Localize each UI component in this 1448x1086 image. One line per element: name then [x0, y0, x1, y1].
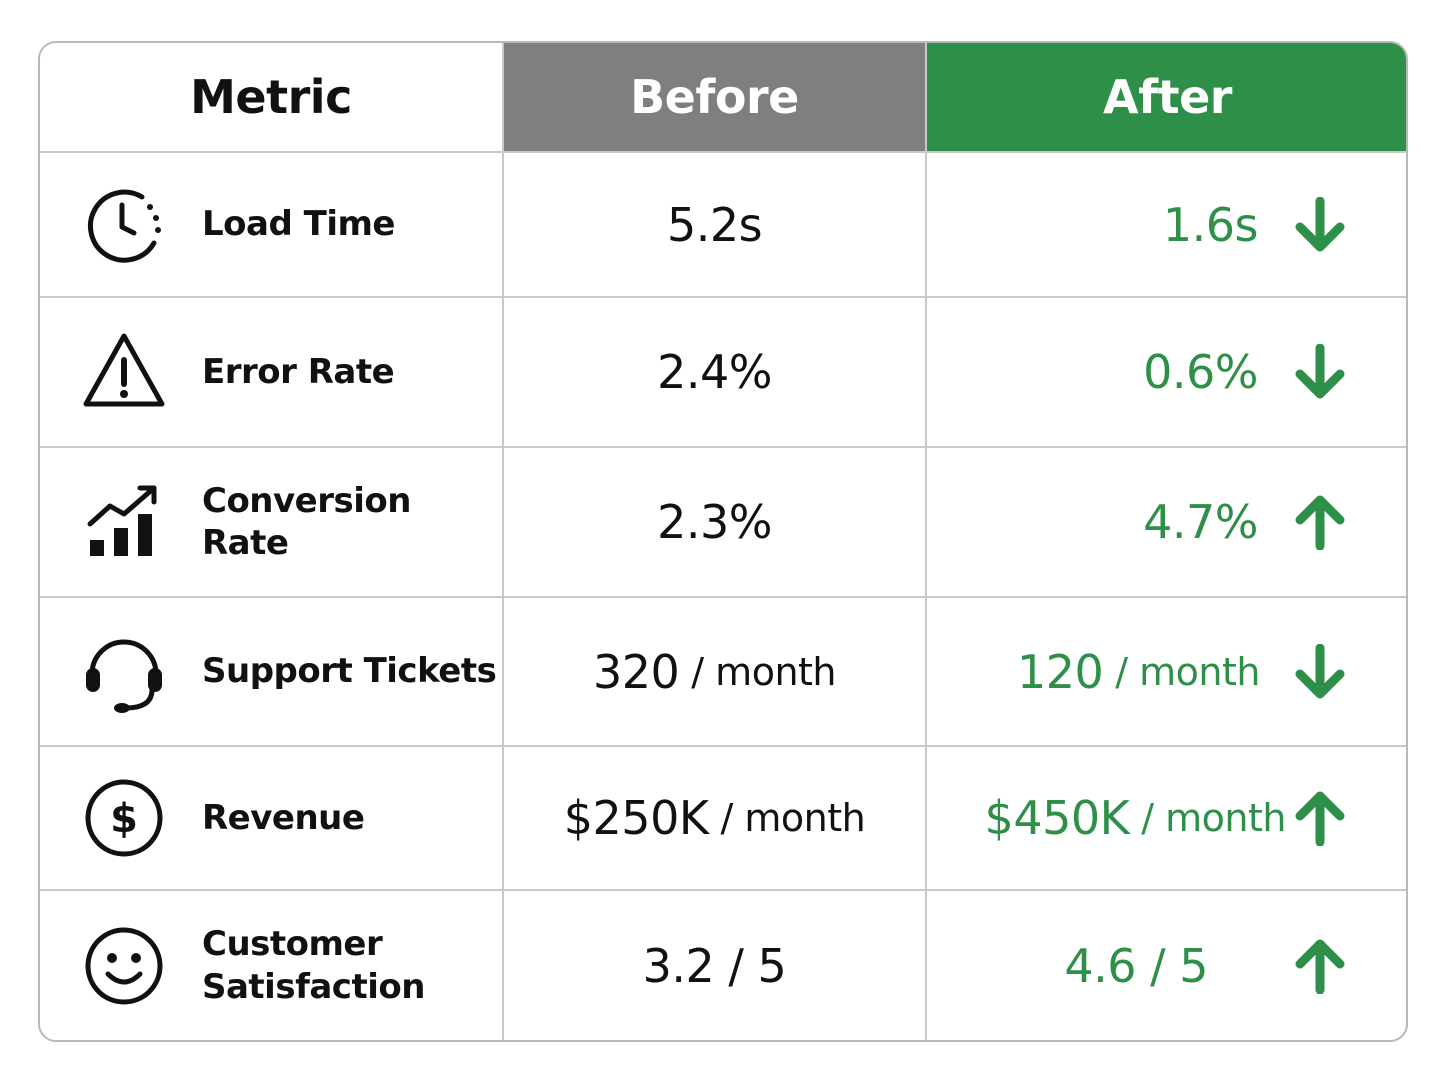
dollar-circle-icon: $ — [82, 776, 166, 860]
after-unit: / month — [1141, 796, 1286, 840]
growth-chart-icon — [82, 480, 166, 564]
before-number: 320 — [592, 644, 680, 699]
clock-icon — [82, 183, 166, 267]
after-value: $450K / month — [984, 747, 1287, 889]
before-value-support-tickets: 320 / month — [504, 598, 927, 747]
svg-text:$: $ — [110, 796, 138, 842]
metric-cell-customer-satisfaction: Customer Satisfaction — [40, 891, 504, 1040]
metric-label: Load Time — [202, 204, 395, 245]
before-value-error-rate: 2.4% — [504, 298, 927, 448]
metric-label: Revenue — [202, 797, 365, 838]
metric-label: Customer Satisfaction — [202, 923, 425, 1008]
before-unit: / month — [691, 649, 837, 694]
after-number: 4.6 / 5 — [1064, 938, 1208, 993]
header-after-label: After — [1103, 70, 1233, 124]
before-value-conversion-rate: 2.3% — [504, 448, 927, 598]
metric-label-line1: Customer — [202, 924, 383, 964]
after-value-load-time: 1.6s — [927, 153, 1406, 298]
header-before: Before — [504, 43, 927, 153]
arrow-down-icon — [1294, 196, 1346, 253]
before-value: 3.2 / 5 — [642, 938, 787, 993]
before-value-customer-satisfaction: 3.2 / 5 — [504, 891, 927, 1040]
before-value: 2.3% — [657, 495, 772, 549]
header-metric: Metric — [40, 43, 504, 153]
header-before-label: Before — [630, 70, 799, 124]
metric-cell-support-tickets: Support Tickets — [40, 598, 504, 747]
warning-triangle-icon — [82, 330, 166, 414]
metric-label: Support Tickets — [202, 651, 497, 692]
headset-icon — [82, 630, 166, 714]
arrow-down-icon — [1294, 344, 1346, 400]
metric-cell-error-rate: Error Rate — [40, 298, 504, 448]
arrow-up-icon — [1294, 938, 1346, 994]
before-number: $250K — [563, 791, 709, 845]
header-metric-label: Metric — [190, 70, 352, 124]
arrow-down-icon — [1294, 643, 1346, 700]
before-value: 5.2s — [666, 197, 763, 252]
metric-cell-conversion-rate: Conversion Rate — [40, 448, 504, 598]
metric-label: Error Rate — [202, 351, 395, 392]
before-value: 2.4% — [657, 345, 772, 399]
after-number: $450K — [984, 791, 1130, 845]
arrow-up-icon — [1294, 790, 1346, 846]
after-number: 1.6s — [1162, 197, 1259, 252]
metric-label: Conversion Rate — [202, 480, 411, 564]
metric-cell-revenue: $ Revenue — [40, 747, 504, 891]
after-value-revenue: $450K / month — [927, 747, 1406, 891]
after-value: 0.6% — [1143, 298, 1258, 446]
after-value-support-tickets: 120 / month — [927, 598, 1406, 747]
before-unit: / month — [720, 796, 866, 840]
smiley-icon — [82, 924, 166, 1008]
metric-cell-load-time: Load Time — [40, 153, 504, 298]
after-unit: / month — [1115, 649, 1260, 694]
comparison-table: Metric Before After Load Time 5.2s 1.6s — [38, 41, 1408, 1042]
arrow-up-icon — [1294, 494, 1346, 550]
after-value: 4.6 / 5 — [1064, 891, 1208, 1040]
after-number: 0.6% — [1143, 345, 1258, 399]
after-number: 4.7% — [1143, 495, 1258, 549]
after-value: 1.6s — [1162, 153, 1259, 296]
after-value: 4.7% — [1143, 448, 1258, 596]
header-after: After — [927, 43, 1406, 153]
after-value-error-rate: 0.6% — [927, 298, 1406, 448]
after-value: 120 / month — [1016, 598, 1261, 745]
metric-label-line2: Satisfaction — [202, 966, 425, 1007]
after-value-customer-satisfaction: 4.6 / 5 — [927, 891, 1406, 1040]
after-value-conversion-rate: 4.7% — [927, 448, 1406, 598]
before-value-load-time: 5.2s — [504, 153, 927, 298]
after-number: 120 — [1016, 644, 1104, 699]
before-value-revenue: $250K / month — [504, 747, 927, 891]
